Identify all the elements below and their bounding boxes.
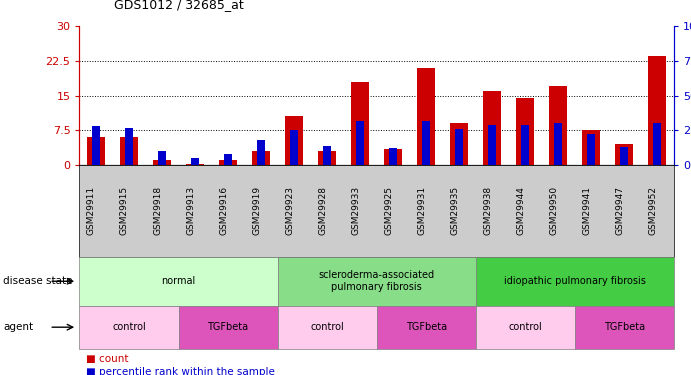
Text: GSM29944: GSM29944 — [516, 186, 525, 236]
Bar — [318, 151, 336, 165]
Bar — [87, 137, 105, 165]
Text: control: control — [310, 322, 344, 332]
Bar — [521, 125, 529, 165]
Bar — [516, 98, 534, 165]
Text: control: control — [509, 322, 542, 332]
Text: GSM29935: GSM29935 — [450, 186, 459, 236]
Bar — [323, 146, 331, 165]
Bar — [158, 151, 166, 165]
Bar — [389, 148, 397, 165]
Text: GSM29941: GSM29941 — [583, 186, 591, 236]
Text: GSM29913: GSM29913 — [186, 186, 195, 236]
Text: GSM29928: GSM29928 — [318, 186, 327, 236]
Text: GSM29923: GSM29923 — [285, 186, 294, 236]
Bar — [488, 125, 496, 165]
Bar — [285, 116, 303, 165]
Bar — [582, 130, 600, 165]
Text: idiopathic pulmonary fibrosis: idiopathic pulmonary fibrosis — [504, 276, 645, 286]
Bar — [191, 158, 199, 165]
Text: GSM29950: GSM29950 — [549, 186, 558, 236]
Text: GSM29919: GSM29919 — [252, 186, 261, 236]
Bar — [450, 123, 468, 165]
Text: disease state: disease state — [3, 276, 73, 286]
Text: GSM29947: GSM29947 — [615, 186, 624, 236]
Text: ■ count: ■ count — [86, 354, 129, 364]
Bar — [455, 129, 463, 165]
Text: GSM29911: GSM29911 — [87, 186, 96, 236]
Text: GSM29933: GSM29933 — [351, 186, 360, 236]
Text: agent: agent — [3, 322, 34, 332]
Bar — [356, 121, 364, 165]
Text: scleroderma-associated
pulmonary fibrosis: scleroderma-associated pulmonary fibrosi… — [319, 270, 435, 292]
Bar — [384, 149, 402, 165]
Bar — [648, 56, 666, 165]
Bar — [417, 68, 435, 165]
Bar — [620, 147, 628, 165]
Bar — [351, 82, 369, 165]
Bar — [615, 144, 633, 165]
Bar — [549, 86, 567, 165]
Text: TGFbeta: TGFbeta — [406, 322, 446, 332]
Bar — [252, 151, 270, 165]
Bar — [587, 135, 596, 165]
Text: GSM29938: GSM29938 — [483, 186, 492, 236]
Text: GSM29952: GSM29952 — [648, 186, 657, 236]
Text: GSM29925: GSM29925 — [384, 186, 393, 236]
Text: GSM29931: GSM29931 — [417, 186, 426, 236]
Text: control: control — [112, 322, 146, 332]
Text: GSM29915: GSM29915 — [120, 186, 129, 236]
Text: TGFbeta: TGFbeta — [604, 322, 645, 332]
Text: ■ percentile rank within the sample: ■ percentile rank within the sample — [86, 367, 275, 375]
Bar — [422, 121, 430, 165]
Text: normal: normal — [162, 276, 196, 286]
Bar — [224, 154, 232, 165]
Bar — [153, 160, 171, 165]
Bar — [92, 126, 100, 165]
Text: GSM29918: GSM29918 — [153, 186, 162, 236]
Bar — [290, 130, 299, 165]
Bar — [125, 128, 133, 165]
Text: TGFbeta: TGFbeta — [207, 322, 249, 332]
Bar — [120, 137, 138, 165]
Bar — [483, 91, 501, 165]
Text: GDS1012 / 32685_at: GDS1012 / 32685_at — [114, 0, 244, 11]
Text: GSM29916: GSM29916 — [219, 186, 228, 236]
Bar — [653, 123, 661, 165]
Bar — [554, 123, 562, 165]
Bar — [219, 160, 237, 165]
Bar — [257, 140, 265, 165]
Bar — [186, 164, 204, 165]
